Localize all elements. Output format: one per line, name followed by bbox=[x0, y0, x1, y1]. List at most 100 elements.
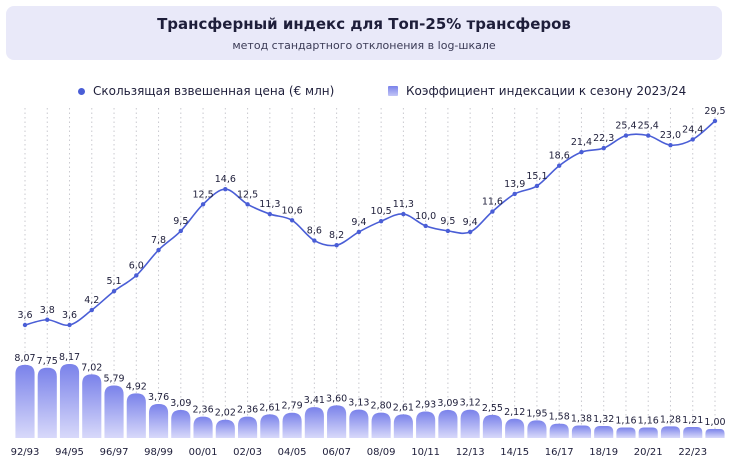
x-tick-label: 22/23 bbox=[678, 447, 707, 458]
bar-value-label: 1,00 bbox=[704, 417, 725, 428]
line-point bbox=[289, 218, 295, 223]
bar bbox=[549, 423, 569, 438]
line-point bbox=[534, 183, 540, 189]
legend-line-label: Скользящая взвешенная цена (€ млн) bbox=[93, 84, 335, 98]
line-point bbox=[490, 209, 495, 214]
x-tick-label: 10/11 bbox=[411, 447, 440, 458]
line-value-label: 3,6 bbox=[17, 310, 32, 321]
bar bbox=[505, 418, 525, 438]
line-point bbox=[556, 163, 562, 168]
bar-value-label: 7,75 bbox=[37, 356, 58, 367]
bar bbox=[215, 419, 235, 438]
line-point bbox=[223, 187, 228, 192]
bar-value-label: 1,95 bbox=[526, 408, 547, 419]
bar bbox=[59, 364, 80, 438]
bar bbox=[527, 420, 547, 438]
line-value-label: 10,6 bbox=[282, 205, 303, 216]
bar bbox=[282, 412, 302, 438]
bar bbox=[660, 426, 681, 438]
title-panel: Трансферный индекс для Топ-25% трансферо… bbox=[6, 6, 722, 60]
bar-value-label: 7,02 bbox=[81, 362, 102, 373]
line-value-label: 8,6 bbox=[307, 226, 322, 237]
line-value-label: 9,5 bbox=[440, 216, 455, 227]
x-tick-label: 04/05 bbox=[278, 447, 307, 458]
bar-value-label: 1,16 bbox=[638, 415, 659, 426]
legend-item-line: Скользящая взвешенная цена (€ млн) bbox=[78, 84, 334, 98]
bar bbox=[416, 411, 436, 438]
line-value-label: 10,5 bbox=[371, 206, 392, 217]
line-point bbox=[423, 223, 428, 229]
line-value-label: 15,1 bbox=[526, 171, 547, 182]
line-value-label: 22,3 bbox=[593, 133, 614, 144]
bar-value-label: 8,07 bbox=[14, 353, 35, 364]
bar bbox=[371, 412, 391, 438]
x-tick-label: 06/07 bbox=[322, 447, 351, 458]
x-tick-label: 18/19 bbox=[589, 447, 618, 458]
x-tick-label: 96/97 bbox=[100, 447, 129, 458]
line-point bbox=[22, 322, 28, 328]
bar-value-label: 3,09 bbox=[437, 398, 458, 409]
line-point bbox=[45, 317, 50, 322]
bar bbox=[438, 410, 458, 438]
line-value-label: 7,8 bbox=[151, 235, 166, 246]
bar bbox=[37, 367, 57, 438]
line-value-label: 8,2 bbox=[329, 230, 344, 241]
line-value-label: 9,5 bbox=[173, 216, 188, 227]
x-tick-label: 98/99 bbox=[144, 447, 173, 458]
line-value-label: 18,6 bbox=[549, 151, 570, 162]
bar-value-label: 3,41 bbox=[304, 395, 325, 406]
bar-value-label: 1,32 bbox=[593, 414, 614, 425]
line-point bbox=[356, 229, 362, 235]
line-value-label: 12,5 bbox=[237, 189, 258, 200]
line-marker-icon bbox=[78, 87, 85, 95]
bar-value-label: 1,21 bbox=[682, 415, 703, 426]
x-tick-label: 94/95 bbox=[55, 447, 84, 458]
line-point bbox=[668, 142, 673, 148]
line-value-label: 5,1 bbox=[106, 276, 121, 287]
line-value-label: 10,0 bbox=[415, 211, 436, 222]
line-point bbox=[378, 218, 384, 224]
bar-value-label: 2,61 bbox=[393, 402, 414, 413]
bar-value-label: 3,13 bbox=[348, 398, 369, 409]
line-point bbox=[601, 145, 606, 151]
line-point bbox=[156, 247, 161, 253]
bar bbox=[304, 407, 324, 438]
bar-value-label: 5,79 bbox=[103, 374, 124, 385]
x-tick-label: 20/21 bbox=[634, 447, 663, 458]
bar-value-label: 3,76 bbox=[148, 392, 169, 403]
bar-value-label: 8,17 bbox=[59, 352, 80, 363]
line-point bbox=[111, 289, 117, 294]
bar-value-label: 3,09 bbox=[170, 398, 191, 409]
bar bbox=[638, 427, 658, 438]
line-value-label: 11,6 bbox=[482, 197, 503, 208]
line-point bbox=[690, 137, 695, 142]
x-tick-label: 02/03 bbox=[233, 447, 262, 458]
bar bbox=[171, 410, 191, 438]
line-value-label: 25,4 bbox=[638, 121, 659, 132]
bar-value-label: 2,12 bbox=[504, 407, 525, 418]
chart-title: Трансферный индекс для Топ-25% трансферо… bbox=[157, 15, 571, 33]
line-point bbox=[712, 118, 718, 124]
line-point bbox=[445, 228, 451, 234]
line-value-label: 29,5 bbox=[704, 106, 725, 117]
bar bbox=[327, 405, 347, 438]
line-value-label: 9,4 bbox=[351, 217, 366, 228]
legend-bar-label: Коэффициент индексации к сезону 2023/24 bbox=[406, 84, 687, 98]
line-point bbox=[579, 149, 584, 155]
bar-value-label: 1,16 bbox=[615, 415, 636, 426]
line-value-label: 21,4 bbox=[571, 137, 592, 148]
line-value-label: 11,3 bbox=[259, 199, 280, 210]
line-value-label: 6,0 bbox=[129, 260, 144, 271]
bar bbox=[349, 409, 369, 438]
bar bbox=[594, 426, 614, 438]
x-tick-label: 08/09 bbox=[367, 447, 396, 458]
bar bbox=[705, 428, 725, 438]
bar bbox=[571, 425, 592, 438]
bar-value-label: 1,28 bbox=[660, 414, 681, 425]
line-value-label: 3,6 bbox=[62, 310, 77, 321]
bar-value-label: 2,55 bbox=[482, 403, 503, 414]
x-tick-label: 00/01 bbox=[189, 447, 218, 458]
line-value-label: 23,0 bbox=[660, 130, 681, 141]
line-value-label: 4,2 bbox=[84, 295, 99, 306]
line-point bbox=[134, 273, 139, 278]
